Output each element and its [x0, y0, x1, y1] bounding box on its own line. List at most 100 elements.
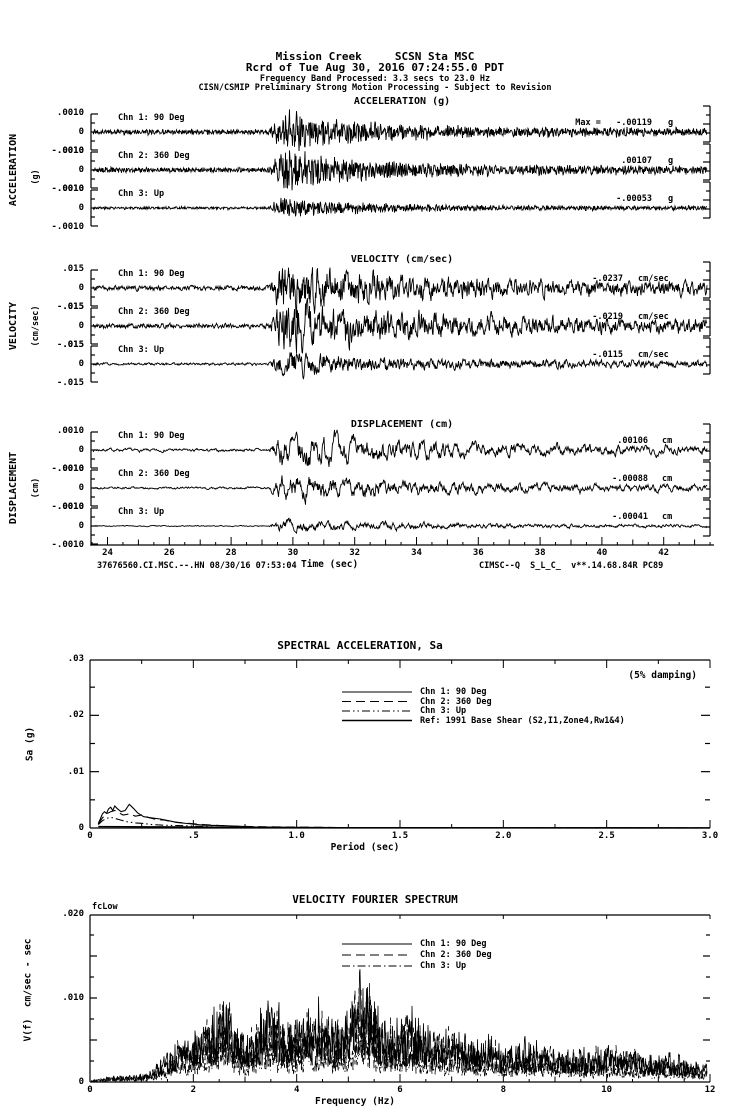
peak-value-label: -.00041 — [612, 512, 648, 522]
y-tick-label: -.015 — [56, 378, 84, 388]
channel-label: Chn 3: Up — [118, 189, 165, 199]
sa-x-tick-label: 1.0 — [288, 831, 305, 841]
y-tick-label: .015 — [62, 264, 84, 274]
y-tick-label: .0010 — [56, 426, 84, 436]
fourier-x-tick-label: 10 — [601, 1085, 613, 1095]
sa-xaxis-label: Period (sec) — [330, 842, 400, 853]
y-tick-label: 0 — [78, 127, 84, 137]
channel-label: Chn 3: Up — [118, 345, 165, 355]
channel-label: Chn 1: 90 Deg — [118, 431, 185, 441]
channel-label: Chn 1: 90 Deg — [118, 269, 185, 279]
time-tick-label: 30 — [287, 548, 299, 558]
y-tick-label: -.0010 — [51, 184, 84, 194]
y-tick-label: 0 — [78, 521, 84, 531]
fourier-chart-title: VELOCITY FOURIER SPECTRUM — [292, 893, 458, 906]
legend-label: Ref: 1991 Base Shear (S2,I1,Zone4,Rw1&4) — [420, 715, 625, 726]
sa-x-tick-label: 0 — [87, 831, 93, 841]
time-tick-label: 28 — [225, 548, 237, 558]
velocity-axis-label: VELOCITY — [8, 301, 19, 351]
sa-x-tick-label: 1.5 — [391, 831, 409, 841]
time-tick-label: 42 — [658, 548, 670, 558]
y-tick-label: 0 — [78, 283, 84, 293]
acceleration-axis-label: ACCELERATION — [8, 133, 19, 207]
peak-value-label: -.0115 — [592, 350, 623, 360]
y-tick-label: .0010 — [56, 108, 84, 118]
peak-value-label: -.0219 — [592, 312, 623, 322]
peak-value-label: -.00088 — [612, 474, 648, 484]
peak-unit-label: g — [668, 118, 674, 128]
y-tick-label: -.0010 — [51, 540, 84, 550]
processing-id-text: CIMSC--Q S_L_C_ v**.14.68.84R PC89 — [479, 561, 664, 571]
y-tick-label: 0 — [78, 203, 84, 213]
displacement-axis-label: DISPLACEMENT — [8, 451, 19, 525]
y-tick-label: -.0010 — [51, 502, 84, 512]
sa-x-tick-label: 2.5 — [598, 831, 615, 841]
fourier-y-tick-label: .010 — [62, 993, 84, 1003]
y-tick-label: -.0010 — [51, 146, 84, 156]
channel-label: Chn 3: Up — [118, 507, 165, 517]
peak-unit-label: cm — [662, 474, 673, 484]
fc-low-label: fcLow — [92, 902, 118, 912]
y-tick-label: 0 — [78, 359, 84, 369]
y-tick-label: -.015 — [56, 302, 84, 312]
time-tick-label: 24 — [102, 548, 113, 558]
fourier-y-tick-label: 0 — [78, 1077, 84, 1087]
y-tick-label: 0 — [78, 321, 84, 331]
time-tick-label: 34 — [411, 548, 422, 558]
peak-value-label: Max = -.00119 — [575, 118, 652, 128]
peak-value-label: .00107 — [621, 156, 652, 166]
time-tick-label: 32 — [349, 548, 361, 558]
header-title: Mission Creek SCSN Sta MSC — [275, 50, 475, 63]
record-id-text: 37676560.CI.MSC.--.HN 08/30/16 07:53:04 — [97, 561, 297, 571]
y-tick-label: .0010 — [56, 464, 84, 474]
peak-value-label: -.0237 — [592, 274, 623, 284]
fourier-x-tick-label: 12 — [704, 1085, 716, 1095]
time-tick-label: 38 — [534, 548, 546, 558]
y-tick-label: .0010 — [56, 146, 84, 156]
peak-unit-label: cm/sec — [638, 312, 669, 322]
sa-y-tick-label: .03 — [67, 654, 84, 664]
y-tick-label: -.0010 — [51, 464, 84, 474]
channel-label: Chn 2: 360 Deg — [118, 307, 190, 317]
legend-label: Chn 2: 360 Deg — [420, 950, 492, 960]
y-tick-label: -.0010 — [51, 222, 84, 232]
displacement-panel-title: DISPLACEMENT (cm) — [350, 419, 454, 430]
fourier-x-tick-label: 6 — [397, 1085, 403, 1095]
fourier-x-tick-label: 8 — [500, 1085, 507, 1095]
peak-unit-label: cm — [662, 512, 673, 522]
peak-unit-label: g — [668, 194, 674, 204]
header-frequency-band: Frequency Band Processed: 3.3 secs to 23… — [259, 74, 491, 84]
fourier-x-tick-label: 4 — [293, 1085, 300, 1095]
channel-label: Chn 2: 360 Deg — [118, 469, 190, 479]
time-tick-label: 36 — [472, 548, 484, 558]
fourier-y-tick-label: .020 — [62, 909, 84, 919]
y-tick-label: .0010 — [56, 502, 84, 512]
legend-label: Chn 1: 90 Deg — [420, 939, 487, 949]
fourier-yaxis-label: V(f) cm/sec - sec — [22, 938, 34, 1042]
acceleration-panel-title: ACCELERATION (g) — [353, 96, 451, 107]
damping-annotation: (5% damping) — [628, 670, 697, 681]
peak-unit-label: g — [668, 156, 674, 166]
fourier-x-tick-label: 0 — [87, 1085, 93, 1095]
header-record-time: Rcrd of Tue Aug 30, 2016 07:24:55.0 PDT — [245, 61, 505, 74]
peak-value-label: -.00053 — [616, 194, 652, 204]
sa-yaxis-label: Sa (g) — [24, 726, 36, 762]
legend-label: Chn 3: Up — [420, 961, 467, 971]
sa-chart-title: SPECTRAL ACCELERATION, Sa — [277, 639, 443, 652]
sa-x-tick-label: 3.0 — [701, 831, 719, 841]
sa-y-tick-label: .02 — [67, 710, 84, 721]
peak-value-label: .00106 — [617, 436, 648, 446]
header-processing-note: CISN/CSMIP Preliminary Strong Motion Pro… — [198, 83, 552, 93]
peak-unit-label: cm/sec — [638, 274, 669, 284]
y-tick-label: .015 — [62, 302, 84, 312]
y-tick-label: 0 — [78, 165, 84, 175]
velocity-panel-title: VELOCITY (cm/sec) — [350, 254, 454, 265]
sa-y-tick-label: 0 — [78, 823, 84, 833]
y-tick-label: -.015 — [56, 340, 84, 350]
legend-label: Chn 1: 90 Deg — [420, 687, 487, 697]
fourier-x-tick-label: 2 — [190, 1085, 197, 1095]
channel-label: Chn 1: 90 Deg — [118, 113, 185, 123]
y-tick-label: .0010 — [56, 184, 84, 194]
